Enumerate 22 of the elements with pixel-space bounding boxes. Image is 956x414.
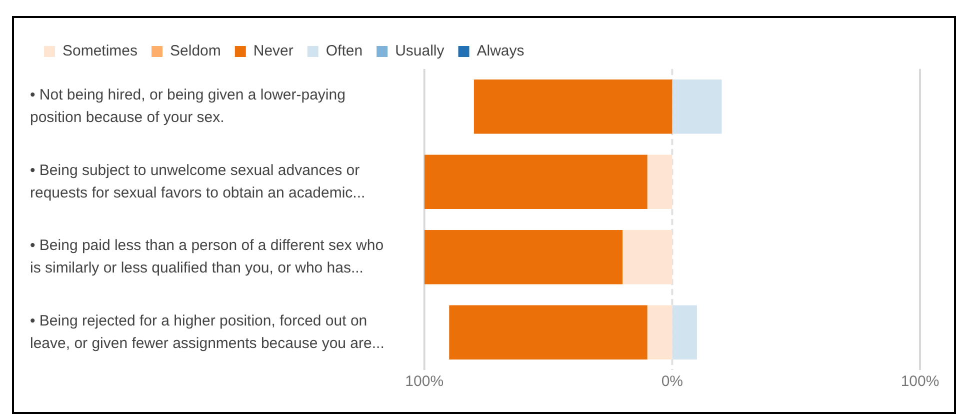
y-tick-label: • Being rejected for a higher position, forced out on leave, or given fewer assignments because you are...: [30, 312, 384, 352]
legend-label: Always: [476, 42, 524, 60]
legend-label: Seldom: [170, 42, 221, 60]
legend-label: Often: [326, 42, 363, 60]
x-tick-label: 100%: [900, 373, 940, 390]
bar: [622, 230, 672, 284]
legend-label: Never: [253, 42, 294, 60]
bar: [672, 80, 722, 134]
x-tick-label: 0%: [661, 373, 684, 390]
bar: [424, 230, 623, 284]
legend-label: Sometimes: [62, 42, 138, 60]
x-tick-label: 100%: [405, 373, 444, 390]
bar: [647, 154, 672, 209]
bar: [424, 154, 648, 209]
legend-label: Usually: [395, 42, 445, 60]
bar: [647, 305, 672, 360]
y-tick-label: • Being paid less than a person of a different sex who is similarly or less qualified than you, or who has...: [30, 237, 384, 277]
bar: [672, 305, 697, 360]
y-tick-label: • Being subject to unwelcome sexual advances or requests for sexual favors to obtain an academic...: [30, 162, 366, 202]
bar: [474, 80, 672, 134]
y-tick-label: • Not being hired, or being given a lower-paying position because of your sex.: [30, 86, 346, 126]
bar: [449, 305, 648, 360]
